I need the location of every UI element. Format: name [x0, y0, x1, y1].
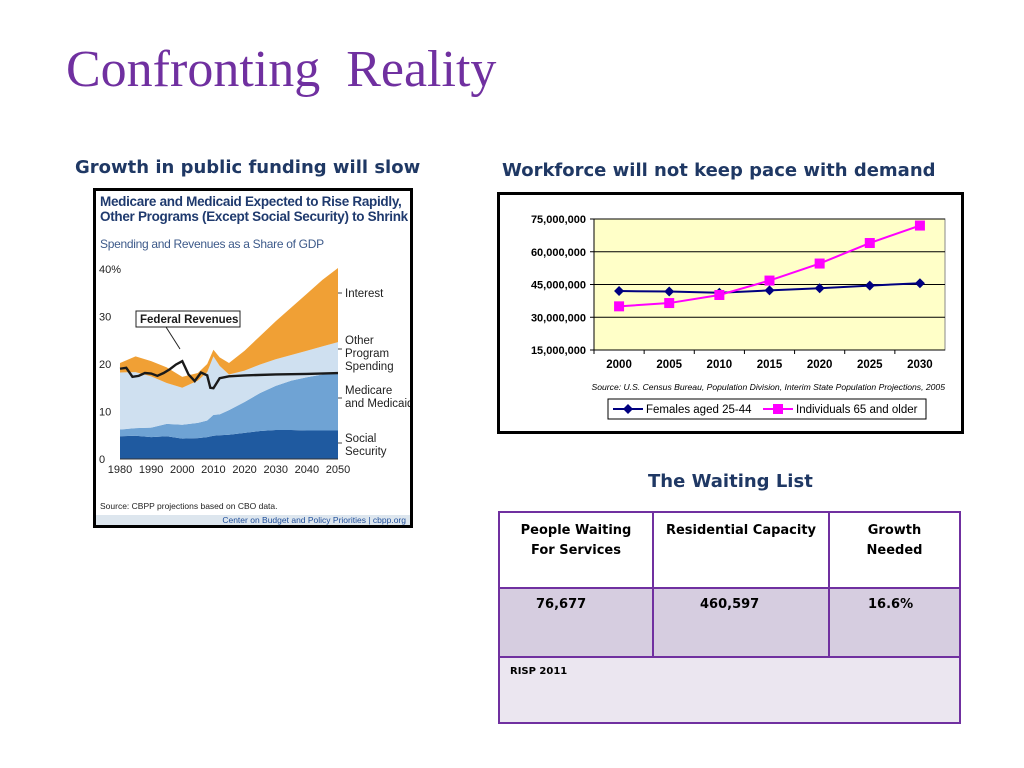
- label-other-line2: Program: [345, 348, 389, 360]
- x-tick-label: 2030: [907, 359, 933, 371]
- x-tick-label: 2030: [263, 464, 287, 476]
- header-people-waiting-line2: For Services: [530, 543, 621, 558]
- x-tick-label: 2020: [807, 359, 833, 371]
- legend: Females aged 25-44 Individuals 65 and old…: [607, 398, 927, 420]
- federal-revenues-label-box: [135, 310, 241, 328]
- gdp-chart-source: Source: CBPP projections based on CBO da…: [100, 501, 278, 511]
- point-individuals-65-and-older: [714, 289, 725, 300]
- x-tick-label: 2005: [656, 359, 682, 371]
- y-tick-label: 20: [99, 359, 111, 371]
- y-tick-label: 60,000,000: [531, 247, 586, 259]
- header-people-waiting-line1: People Waiting: [520, 523, 632, 538]
- y-tick-label: 45,000,000: [531, 280, 586, 292]
- point-individuals-65-and-older: [664, 298, 675, 309]
- label-medicare-line1: Medicare: [345, 385, 392, 397]
- federal-revenues-line: [119, 359, 339, 390]
- workforce-chart-source: Source: U.S. Census Bureau, Population D…: [592, 382, 946, 392]
- waiting-list-table: People Waiting For Services Residential …: [498, 511, 961, 724]
- table-footer-row: RISP 2011: [498, 656, 961, 724]
- point-females-aged-25-44: [664, 286, 675, 297]
- x-tick-label: 2015: [757, 359, 783, 371]
- x-tick-label: 2025: [857, 359, 883, 371]
- gdp-chart-subtitle: Spending and Revenues as a Share of GDP: [100, 237, 324, 251]
- area-interest: [120, 268, 338, 388]
- x-tick-label: 1990: [139, 464, 163, 476]
- federal-revenues-pointer: [165, 326, 181, 350]
- header-growth-needed-line1: Growth: [867, 523, 922, 538]
- point-individuals-65-and-older: [814, 258, 825, 269]
- point-individuals-65-and-older: [614, 301, 625, 312]
- table-source: RISP 2011: [498, 656, 961, 724]
- header-growth-needed: Growth Needed: [828, 511, 961, 589]
- y-tick-label: 0: [99, 454, 105, 466]
- area-medicare-and-medicaid: [120, 372, 338, 439]
- x-tick-label: 2000: [170, 464, 194, 476]
- x-tick-label: 2000: [606, 359, 632, 371]
- y-tick-label: 75,000,000: [531, 214, 586, 226]
- cell-people-waiting: 76,677: [498, 587, 654, 658]
- point-individuals-65-and-older: [764, 275, 775, 286]
- gdp-chart-credit: Center on Budget and Policy Priorities |…: [222, 515, 406, 525]
- y-tick-label: 40%: [99, 264, 121, 276]
- legend-label: Individuals 65 and older: [796, 404, 918, 416]
- header-people-waiting: People Waiting For Services: [498, 511, 654, 589]
- area-other-program-spending: [120, 342, 338, 430]
- point-individuals-65-and-older: [914, 220, 925, 231]
- label-medicare-line2: and Medicaid: [345, 398, 410, 410]
- x-tick-label: 2040: [295, 464, 319, 476]
- table-row: 76,677 460,597 16.6%: [498, 587, 961, 658]
- cell-growth-needed: 16.6%: [828, 587, 961, 658]
- y-tick-label: 10: [99, 407, 111, 419]
- x-tick-label: 2010: [201, 464, 225, 476]
- point-females-aged-25-44: [814, 283, 825, 294]
- federal-revenues-label-text: Federal Revenues: [140, 314, 238, 326]
- header-growth-needed-line2: Needed: [866, 543, 923, 558]
- area-social-security: [120, 430, 338, 459]
- label-social-line1: Social: [345, 433, 376, 445]
- legend-label: Females aged 25-44: [646, 404, 752, 416]
- point-females-aged-25-44: [764, 285, 775, 296]
- cell-residential-capacity: 460,597: [652, 587, 830, 658]
- waiting-list-heading: The Waiting List: [648, 471, 813, 492]
- point-females-aged-25-44: [614, 286, 625, 297]
- legend-swatch-marker: [623, 404, 633, 414]
- y-tick-label: 30,000,000: [531, 312, 586, 324]
- label-other-line3: Spending: [345, 361, 394, 373]
- workforce-line-chart: 15,000,000 30,000,000 45,000,000 60,000,000…: [531, 214, 946, 420]
- x-tick-label: 1980: [108, 464, 132, 476]
- workforce-chart-frame: 15,000,000 30,000,000 45,000,000 60,000,000…: [497, 192, 964, 434]
- left-heading: Growth in public funding will slow: [75, 157, 421, 178]
- x-tick-label: 2010: [707, 359, 733, 371]
- point-females-aged-25-44: [864, 280, 875, 291]
- x-tick-label: 2050: [326, 464, 350, 476]
- slide-title: Confronting Reality: [66, 41, 497, 98]
- gdp-chart-frame: Medicare and Medicaid Expected to Rise R…: [93, 188, 413, 528]
- header-residential-capacity-line1: Residential Capacity: [665, 523, 817, 538]
- gdp-chart-credit-bar: [96, 515, 410, 525]
- gdp-chart-panel: Medicare and Medicaid Expected to Rise R…: [96, 191, 410, 525]
- federal-revenues-label: Federal Revenues: [135, 310, 241, 328]
- gdp-chart-title: Medicare and Medicaid Expected to Rise R…: [100, 194, 410, 224]
- x-tick-label: 2020: [232, 464, 256, 476]
- header-residential-capacity: Residential Capacity: [652, 511, 830, 589]
- y-tick-label: 30: [99, 312, 111, 324]
- legend-swatch-marker: [773, 404, 783, 414]
- table-header-row: People Waiting For Services Residential …: [498, 511, 961, 589]
- label-interest: Interest: [345, 288, 384, 300]
- y-tick-label: 15,000,000: [531, 345, 586, 357]
- label-social-line2: Security: [345, 446, 387, 458]
- point-individuals-65-and-older: [864, 238, 875, 249]
- right-heading: Workforce will not keep pace with demand: [502, 160, 936, 181]
- gdp-chart-title-line2: Other Programs (Except Social Security) …: [100, 209, 408, 224]
- gdp-chart-title-line1: Medicare and Medicaid Expected to Rise R…: [100, 194, 402, 209]
- point-females-aged-25-44: [914, 278, 925, 289]
- label-other-line1: Other: [345, 335, 374, 347]
